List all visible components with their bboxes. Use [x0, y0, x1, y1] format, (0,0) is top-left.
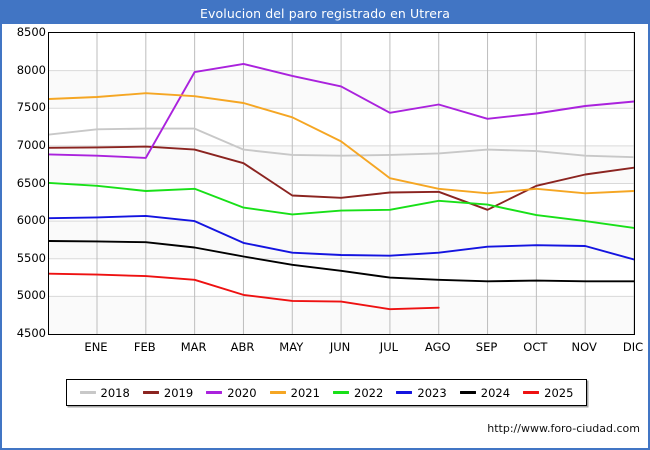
legend-item-2018[interactable]: 2018 — [79, 385, 130, 400]
legend-label-2022: 2022 — [354, 385, 384, 400]
y-tick-5500: 5500 — [16, 250, 46, 265]
legend-swatch-icon-2022 — [333, 391, 350, 394]
x-tick-MAR: MAR — [180, 340, 207, 354]
series-line-2023 — [49, 214, 634, 261]
legend-swatch-icon-2024 — [459, 391, 476, 394]
data-series — [49, 62, 634, 311]
plot-area — [48, 32, 635, 335]
legend-item-2021[interactable]: 2021 — [269, 385, 320, 400]
x-tick-MAY: MAY — [279, 340, 304, 354]
legend-swatch-icon-2019 — [142, 391, 159, 394]
y-tick-8000: 8000 — [16, 62, 46, 77]
x-tick-DIC: DIC — [622, 340, 644, 354]
series-line-2021 — [49, 92, 634, 195]
grid-lines — [49, 33, 634, 334]
legend-swatch-icon-2020 — [206, 391, 223, 394]
x-tick-NOV: NOV — [571, 340, 597, 354]
legend-label-2018: 2018 — [100, 385, 130, 400]
y-tick-8500: 8500 — [16, 25, 46, 39]
legend-label-2020: 2020 — [227, 385, 257, 400]
series-line-2025 — [49, 272, 440, 311]
y-tick-5000: 5000 — [16, 288, 46, 303]
x-tick-ENE: ENE — [84, 340, 108, 354]
legend-swatch-icon-2025 — [523, 391, 540, 394]
window-title-bar: Evolucion del paro registrado en Utrera — [2, 2, 648, 24]
y-tick-4500: 4500 — [16, 326, 46, 340]
y-tick-6000: 6000 — [16, 213, 46, 228]
legend-label-2019: 2019 — [163, 385, 194, 400]
source-url: http://www.foro-ciudad.com — [487, 422, 640, 435]
series-line-2019 — [49, 145, 634, 211]
y-tick-7000: 7000 — [16, 137, 46, 152]
x-tick-OCT: OCT — [523, 340, 548, 354]
y-tick-6500: 6500 — [16, 175, 46, 190]
series-line-2018 — [49, 127, 634, 159]
legend-item-2024[interactable]: 2024 — [459, 385, 511, 400]
series-line-2022 — [49, 181, 634, 229]
x-tick-SEP: SEP — [475, 340, 498, 354]
x-tick-ABR: ABR — [230, 340, 255, 354]
chart-region: 8500 8000 7500 7000 6500 6000 5500 5000 4500 ENE… — [2, 24, 648, 448]
series-line-2020 — [49, 62, 634, 159]
legend-item-2022[interactable]: 2022 — [333, 386, 383, 400]
y-tick-7500: 7500 — [16, 100, 46, 115]
legend-item-2023[interactable]: 2023 — [396, 385, 447, 400]
legend-swatch-icon-2018 — [79, 391, 96, 394]
y-axis-tick-labels: 8500 8000 7500 7000 6500 6000 5500 5000 4500 — [2, 25, 46, 340]
legend-swatch-icon-2021 — [269, 391, 286, 394]
legend-item-2020[interactable]: 2020 — [206, 385, 257, 400]
page-title: Evolucion del paro registrado en Utrera — [200, 5, 450, 21]
x-tick-AGO: AGO — [424, 340, 451, 354]
legend-item-2019[interactable]: 2019 — [142, 385, 194, 400]
x-tick-JUL: JUL — [379, 340, 399, 354]
series-line-2024 — [49, 240, 634, 283]
legend-label-2021: 2021 — [290, 385, 320, 400]
x-axis-tick-labels: ENE FEB MAR ABR MAY JUN JUL AGO SEP OCT NOV DIC — [48, 340, 643, 358]
legend-item-2025[interactable]: 2025 — [523, 386, 573, 400]
legend-label-2024: 2024 — [480, 385, 511, 400]
chart-legend: 2018 2019 2020 2021 2022 2023 2024 2025 — [66, 379, 587, 406]
x-tick-JUN: JUN — [329, 340, 351, 354]
x-tick-FEB: FEB — [133, 340, 156, 354]
legend-swatch-icon-2023 — [396, 391, 413, 394]
chart-svg — [49, 33, 634, 334]
legend-label-2025: 2025 — [544, 385, 574, 400]
legend-label-2023: 2023 — [417, 385, 447, 400]
